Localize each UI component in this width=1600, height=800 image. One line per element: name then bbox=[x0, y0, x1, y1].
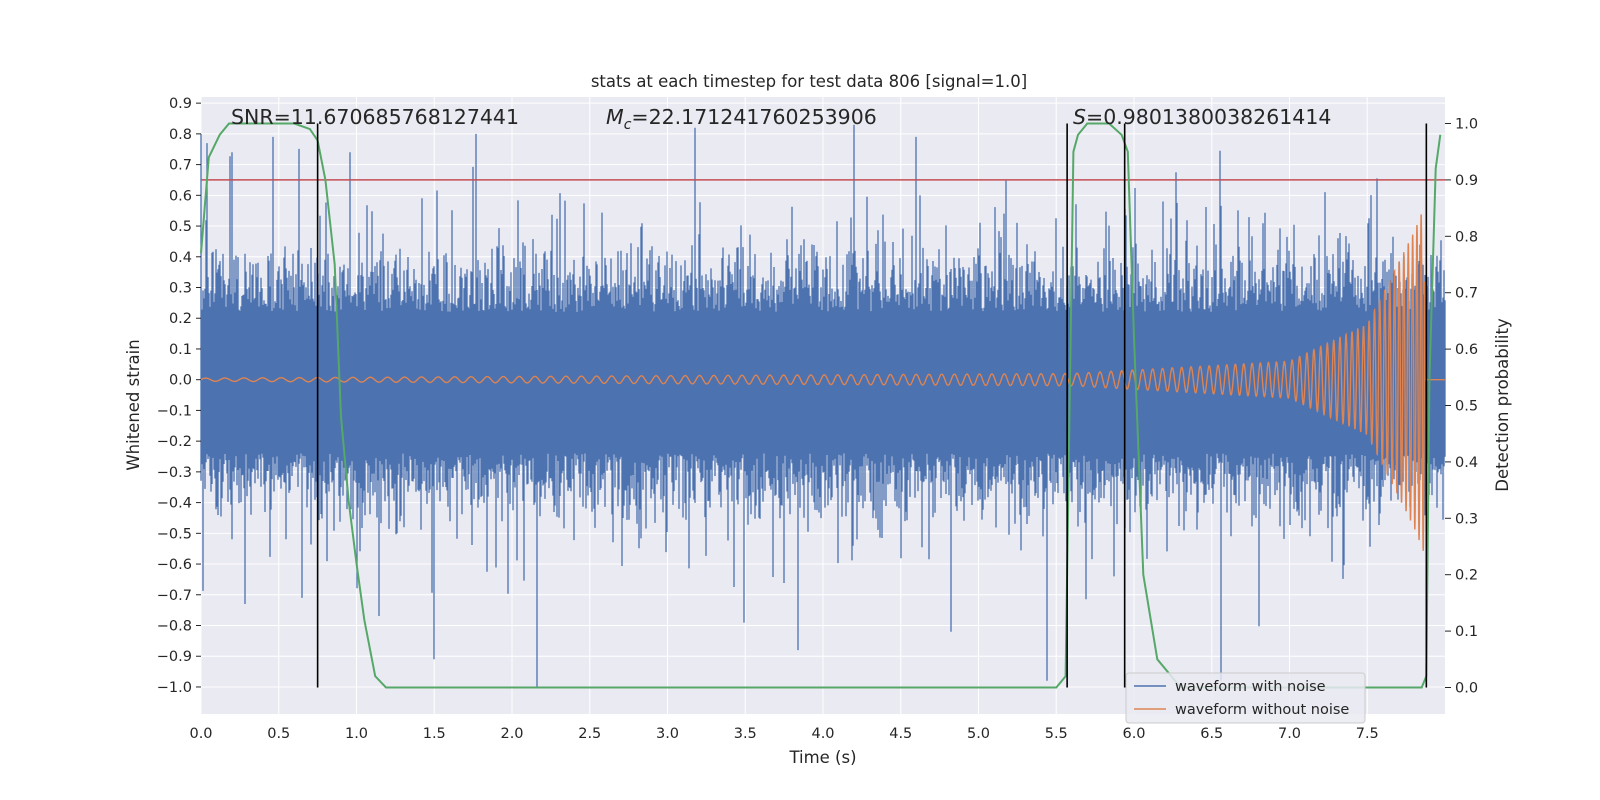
vertical-markers bbox=[316, 123, 1428, 688]
y2-axis-ticks: 1.0 0.9 0.8 0.7 0.6 0.5 0.4 0.3 0.2 0.1 0.0 bbox=[1445, 117, 1478, 696]
x-tick-label: 1.5 bbox=[423, 726, 446, 742]
y-tick-label: −0.2 bbox=[157, 434, 192, 450]
s-value: =0.9801380038261414 bbox=[1086, 105, 1331, 129]
s-symbol: S bbox=[1073, 105, 1086, 129]
y2-tick-label: 0.4 bbox=[1455, 455, 1478, 471]
x-tick-label: 7.5 bbox=[1356, 726, 1379, 742]
clean-waveform-series bbox=[200, 214, 1445, 551]
legend-label-noisy: waveform with noise bbox=[1175, 679, 1326, 695]
y-tick-label: −0.8 bbox=[157, 619, 192, 635]
y2-tick-label: 0.3 bbox=[1455, 511, 1478, 527]
y2-tick-label: 0.1 bbox=[1455, 624, 1478, 640]
mc-subscript: c bbox=[624, 117, 632, 133]
y-tick-label: 0.5 bbox=[169, 219, 192, 235]
chart-title: stats at each timestep for test data 806… bbox=[591, 72, 1027, 91]
y-tick-label: −0.9 bbox=[157, 649, 192, 665]
x-tick-label: 6.5 bbox=[1200, 726, 1223, 742]
y2-tick-label: 0.6 bbox=[1455, 342, 1478, 358]
x-tick-label: 1.0 bbox=[345, 726, 368, 742]
x-axis-ticks: 0.0 0.5 1.0 1.5 2.0 2.5 3.0 3.5 4.0 4.5 5.0 5.5 6.0 6… bbox=[189, 726, 1378, 742]
y-tick-label: 0.3 bbox=[169, 281, 192, 297]
y2-tick-label: 0.2 bbox=[1455, 568, 1478, 584]
x-tick-label: 3.0 bbox=[656, 726, 679, 742]
y2-tick-label: 0.9 bbox=[1455, 173, 1478, 189]
y-axis-ticks: 0.9 0.8 0.7 0.6 0.5 0.4 0.3 0.2 0.1 0.0 −0.1 −0.2 −0… bbox=[157, 96, 201, 696]
x-tick-label: 3.5 bbox=[734, 726, 757, 742]
y-tick-label: 0.1 bbox=[169, 342, 192, 358]
y-tick-label: −0.4 bbox=[157, 496, 192, 512]
y-tick-label: 0.9 bbox=[169, 96, 192, 112]
x-tick-label: 7.0 bbox=[1278, 726, 1301, 742]
y2-tick-label: 0.5 bbox=[1455, 399, 1478, 415]
y2-tick-label: 1.0 bbox=[1455, 117, 1478, 133]
x-axis-label: Time (s) bbox=[788, 748, 856, 767]
s-annotation: S=0.9801380038261414 bbox=[1073, 105, 1331, 129]
x-tick-label: 2.0 bbox=[500, 726, 523, 742]
legend-label-clean: waveform without noise bbox=[1175, 702, 1349, 718]
x-tick-label: 5.5 bbox=[1045, 726, 1068, 742]
y-tick-label: −0.3 bbox=[157, 465, 192, 481]
y-tick-label: 0.0 bbox=[169, 373, 192, 389]
legend: waveform with noise waveform without noi… bbox=[1125, 672, 1366, 724]
y-tick-label: 0.8 bbox=[169, 127, 192, 143]
y-tick-label: −1.0 bbox=[157, 680, 192, 696]
x-tick-label: 6.0 bbox=[1122, 726, 1145, 742]
noisy-waveform-series bbox=[200, 124, 1446, 687]
x-tick-label: 0.5 bbox=[267, 726, 290, 742]
y-tick-label: −0.5 bbox=[157, 526, 192, 542]
x-tick-label: 2.5 bbox=[578, 726, 601, 742]
y-tick-label: −0.1 bbox=[157, 403, 192, 419]
x-tick-label: 4.5 bbox=[889, 726, 912, 742]
x-tick-label: 4.0 bbox=[811, 726, 834, 742]
chirp-mass-annotation: Mc=22.171241760253906 bbox=[606, 105, 877, 133]
mc-value: =22.171241760253906 bbox=[631, 105, 876, 129]
noisy-waveform-line bbox=[200, 124, 1446, 687]
y2-axis-label: Detection probability bbox=[1493, 318, 1512, 492]
y-tick-label: 0.7 bbox=[169, 158, 192, 174]
x-tick-label: 0.0 bbox=[189, 726, 212, 742]
clean-waveform-line bbox=[200, 214, 1445, 551]
y-tick-label: 0.4 bbox=[169, 250, 192, 266]
y2-tick-label: 0.0 bbox=[1455, 680, 1478, 696]
x-tick-label: 5.0 bbox=[967, 726, 990, 742]
mc-symbol: M bbox=[606, 105, 624, 129]
y2-tick-label: 0.7 bbox=[1455, 286, 1478, 302]
y-tick-label: 0.6 bbox=[169, 188, 192, 204]
legend-box bbox=[1125, 672, 1366, 724]
y-tick-label: −0.7 bbox=[157, 588, 192, 604]
y-tick-label: −0.6 bbox=[157, 557, 192, 573]
y2-tick-label: 0.8 bbox=[1455, 229, 1478, 245]
y-axis-label: Whitened strain bbox=[124, 339, 143, 470]
y-tick-label: 0.2 bbox=[169, 311, 192, 327]
snr-annotation: SNR=11.670685768127441 bbox=[231, 105, 519, 129]
